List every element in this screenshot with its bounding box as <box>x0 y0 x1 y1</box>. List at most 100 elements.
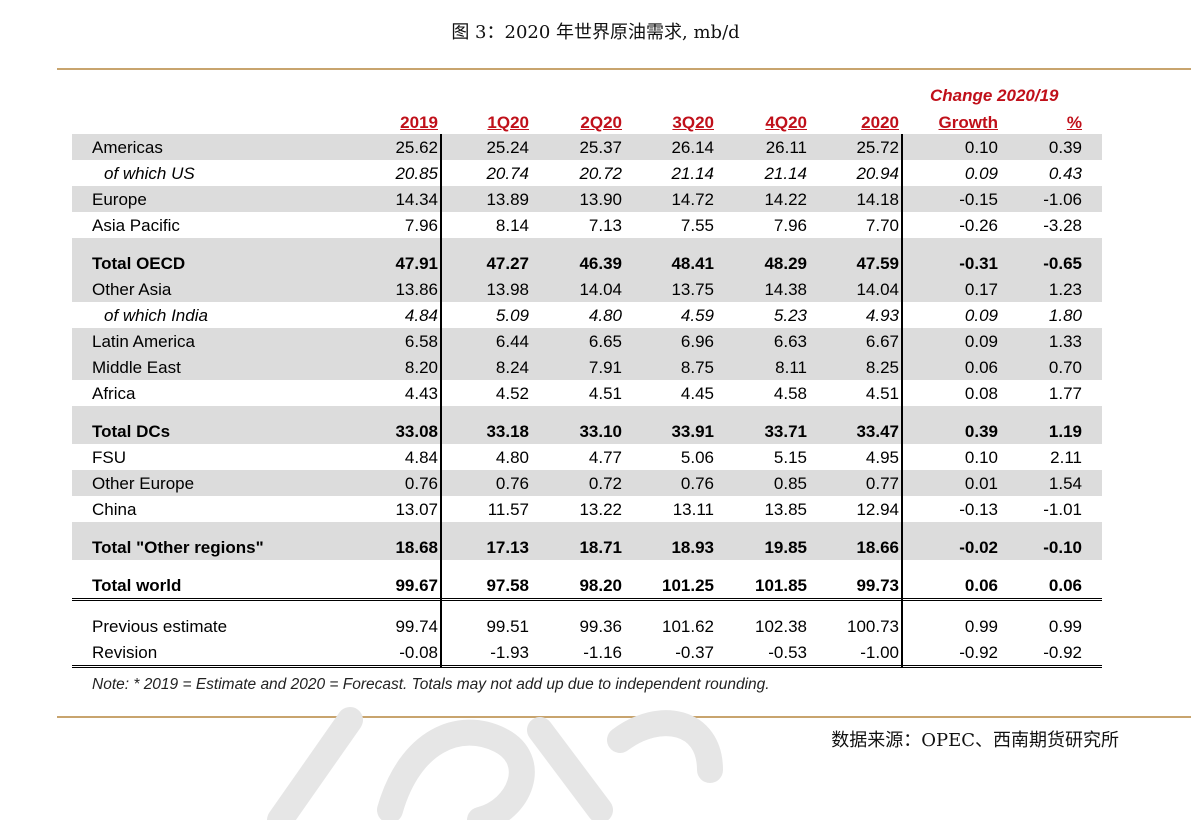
table-cell: 6.67 <box>865 332 899 351</box>
table-cell: -3.28 <box>1043 216 1082 235</box>
table-cell: -0.65 <box>1043 254 1082 273</box>
table-cell: 6.44 <box>495 332 529 351</box>
table-cell: 8.24 <box>495 358 529 377</box>
table-cell: 8.11 <box>775 358 807 377</box>
table-cell: 26.11 <box>765 138 807 157</box>
table-cell: 4.59 <box>680 306 714 325</box>
table-row: Other Europe 0.76 0.76 0.72 0.76 0.85 0.77 0.01… <box>72 470 1102 496</box>
table-cell: 1.80 <box>1048 306 1082 325</box>
table-row: China 13.07 11.57 13.22 13.11 13.85 12.94 -0.13… <box>72 496 1102 522</box>
table-cell: 13.90 <box>579 190 622 209</box>
table-cell: 20.74 <box>486 164 529 183</box>
table-cell: -0.92 <box>959 643 998 662</box>
table-row: Revision -0.08 -1.93 -1.16 -0.37 -0.53 -1.00 -0… <box>72 639 1102 668</box>
table-cell: 33.47 <box>856 422 899 441</box>
table-body: Americas 25.62 25.24 25.37 26.14 26.11 25.72 0.… <box>72 134 1102 668</box>
table-cell: -1.01 <box>1043 500 1082 519</box>
column-divider-2019 <box>440 134 442 668</box>
table-cell: 4.93 <box>865 306 899 325</box>
table-cell: 0.06 <box>1048 576 1082 595</box>
table-cell: -1.93 <box>490 643 529 662</box>
table-cell: -0.31 <box>959 254 998 273</box>
table-cell: 99.36 <box>579 617 622 636</box>
row-label: Europe <box>92 190 147 209</box>
table-cell: 18.68 <box>395 538 438 557</box>
table-cell: 47.27 <box>486 254 529 273</box>
row-label: Previous estimate <box>92 617 228 636</box>
row-spacer <box>72 601 1102 613</box>
table-cell: -0.08 <box>399 643 438 662</box>
table-cell: 14.04 <box>579 280 622 299</box>
table-cell: 8.25 <box>865 358 899 377</box>
table-cell: 20.85 <box>395 164 438 183</box>
table-cell: 0.08 <box>964 384 998 403</box>
table-cell: 0.09 <box>964 164 998 183</box>
row-spacer <box>72 560 1102 572</box>
column-header: 2019 <box>400 113 438 132</box>
change-header: Change 2020/19 <box>930 86 1059 105</box>
figure-title: 图 3：2020 年世界原油需求, mb/d <box>451 22 740 43</box>
column-header: % <box>1066 113 1082 132</box>
table-cell: 4.77 <box>588 448 622 467</box>
row-label: of which India <box>104 306 208 325</box>
table-cell: 6.96 <box>680 332 714 351</box>
table-cell: 99.67 <box>395 576 438 595</box>
table-cell: 47.59 <box>856 254 899 273</box>
table-cell: 33.91 <box>671 422 714 441</box>
table-cell: 25.37 <box>579 138 622 157</box>
table-cell: -0.02 <box>959 538 998 557</box>
table-cell: 46.39 <box>579 254 622 273</box>
column-header: 2020 <box>861 113 899 132</box>
table-cell: 14.38 <box>764 280 807 299</box>
table-cell: 47.91 <box>395 254 438 273</box>
table-row: Total "Other regions" 18.68 17.13 18.71 18.9… <box>72 534 1102 560</box>
table-cell: 13.89 <box>486 190 529 209</box>
table-cell: 13.11 <box>672 500 714 519</box>
table-cell: 0.85 <box>773 474 807 493</box>
table-cell: -0.26 <box>959 216 998 235</box>
table-cell: 8.75 <box>680 358 714 377</box>
table-cell: 5.06 <box>680 448 714 467</box>
row-label: Total OECD <box>92 254 186 273</box>
table-cell: 4.84 <box>404 306 438 325</box>
table-cell: 20.94 <box>856 164 899 183</box>
table-cell: 13.75 <box>671 280 714 299</box>
table-cell: 0.06 <box>964 358 998 377</box>
table-cell: 7.96 <box>773 216 807 235</box>
table-row: Total world 99.67 97.58 98.20 101.25 101.85 99… <box>72 572 1102 601</box>
table-cell: 4.43 <box>404 384 438 403</box>
table-cell: 98.20 <box>579 576 622 595</box>
column-header: 3Q20 <box>672 113 714 132</box>
row-label: Latin America <box>92 332 195 351</box>
table-cell: 2.11 <box>1050 448 1082 467</box>
table-cell: 14.22 <box>764 190 807 209</box>
table-cell: 17.13 <box>486 538 529 557</box>
table-cell: 7.91 <box>588 358 622 377</box>
table-cell: 33.18 <box>486 422 529 441</box>
table-cell: 13.22 <box>579 500 622 519</box>
table-cell: 0.99 <box>1048 617 1082 636</box>
top-rule <box>57 68 1191 70</box>
table-cell: 7.55 <box>680 216 714 235</box>
table-cell: -0.13 <box>959 500 998 519</box>
table-cell: 0.77 <box>865 474 899 493</box>
table-cell: 19.85 <box>764 538 807 557</box>
table-cell: 101.85 <box>755 576 807 595</box>
table-cell: 0.17 <box>964 280 998 299</box>
row-label: Other Asia <box>92 280 172 299</box>
table-cell: 33.10 <box>579 422 622 441</box>
table-cell: 7.13 <box>588 216 622 235</box>
row-label: China <box>92 500 137 519</box>
table-cell: 99.73 <box>856 576 899 595</box>
table-row: Africa 4.43 4.52 4.51 4.45 4.58 4.51 0.08 1.77 <box>72 380 1102 406</box>
table-cell: 26.14 <box>671 138 714 157</box>
table-cell: 33.08 <box>395 422 438 441</box>
table-row: Total DCs 33.08 33.18 33.10 33.91 33.71 33.47 0… <box>72 418 1102 444</box>
table-cell: 21.14 <box>671 164 714 183</box>
row-label: FSU <box>92 448 126 467</box>
table-cell: 14.72 <box>671 190 714 209</box>
table-cell: -0.37 <box>675 643 714 662</box>
table-cell: 1.33 <box>1048 332 1082 351</box>
table-header-row: 2019 1Q20 2Q20 3Q20 4Q20 2020 Growth% <box>72 110 1102 134</box>
table-row: Other Asia 13.86 13.98 14.04 13.75 14.38 14.04… <box>72 276 1102 302</box>
